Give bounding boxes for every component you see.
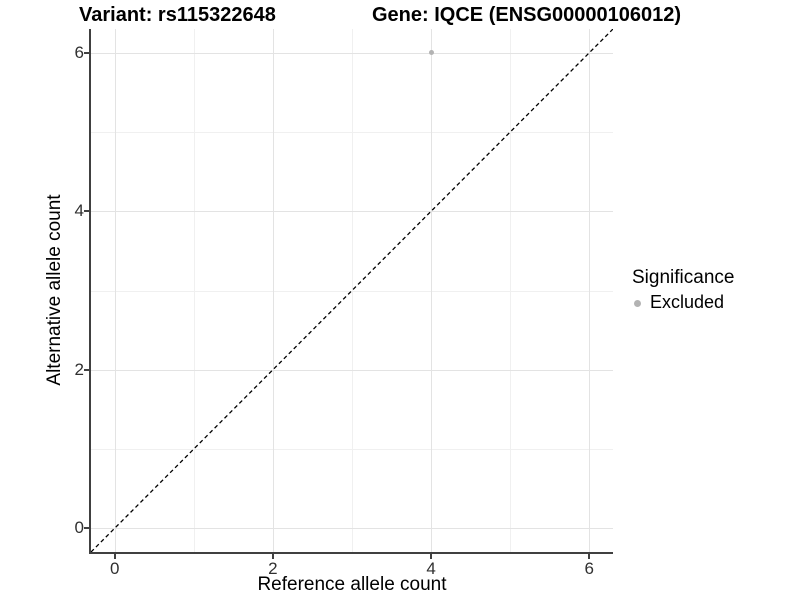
gridline-major-y xyxy=(91,528,613,530)
x-tick-label: 4 xyxy=(426,559,436,578)
excluded-point-icon xyxy=(634,299,641,307)
y-tick-label: 0 xyxy=(74,518,84,538)
y-axis-title: Alternative allele count xyxy=(44,194,65,386)
x-tick-mark xyxy=(271,554,274,559)
gene-title: Gene: IQCE (ENSG00000106012) xyxy=(372,4,682,26)
legend-item-label: Excluded xyxy=(650,292,725,312)
x-tick-mark xyxy=(113,554,116,559)
gridline-major-x xyxy=(589,29,591,552)
y-tick-mark xyxy=(84,51,89,54)
y-tick-mark xyxy=(84,368,89,371)
legend-key xyxy=(632,294,650,312)
y-tick-label: 2 xyxy=(74,359,84,379)
legend-title: Significance xyxy=(632,267,735,288)
gridline-major-y xyxy=(91,52,613,54)
x-axis-title: Reference allele count xyxy=(257,574,447,595)
y-tick-label: 6 xyxy=(74,42,84,62)
data-point xyxy=(428,50,434,56)
gridline-minor-y xyxy=(91,132,613,133)
gridline-major-y xyxy=(91,211,613,213)
x-tick-mark xyxy=(588,554,591,559)
legend: Significance Excluded xyxy=(632,267,734,313)
gridline-minor-y xyxy=(91,448,613,450)
y-tick-mark xyxy=(84,527,89,530)
y-tick-label: 4 xyxy=(74,201,84,221)
x-tick-label: 6 xyxy=(584,559,594,578)
variant-title: Variant: rs115322648 xyxy=(79,4,276,26)
gridline-major-x xyxy=(114,29,116,552)
gridline-major-y xyxy=(91,369,613,371)
x-tick-mark xyxy=(430,554,433,559)
y-tick-mark xyxy=(84,210,89,213)
gridline-major-x xyxy=(272,29,274,552)
x-tick-label: 0 xyxy=(109,559,120,578)
legend-item: Excluded xyxy=(632,292,734,313)
plot-panel xyxy=(89,29,613,554)
gridline-major-x xyxy=(431,29,433,552)
gridline-minor-y xyxy=(91,290,613,292)
x-tick-label: 2 xyxy=(268,559,278,578)
